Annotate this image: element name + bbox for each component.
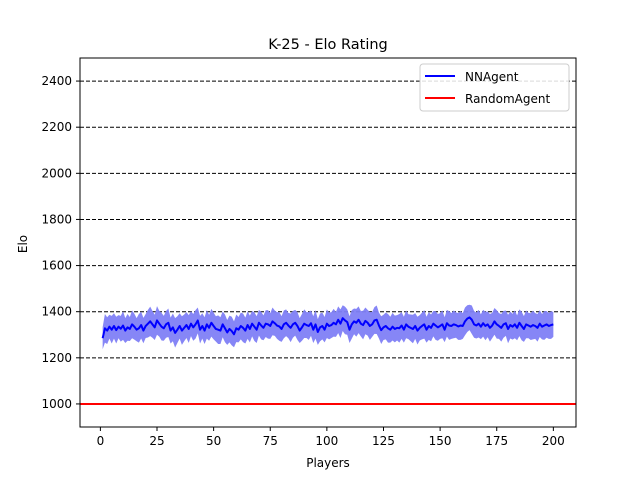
y-tick-label-1000: 1000	[41, 397, 72, 411]
x-tick-label-175: 175	[485, 434, 508, 448]
y-tick-label-2000: 2000	[41, 166, 72, 180]
y-tick-label-1800: 1800	[41, 212, 72, 226]
chart-title: K-25 - Elo Rating	[268, 37, 388, 53]
legend-label-nnagent: NNAgent	[465, 70, 519, 84]
legend: NNAgent RandomAgent	[419, 63, 570, 112]
y-tick-label-2400: 2400	[41, 74, 72, 88]
y-tick-label-2200: 2200	[41, 120, 72, 134]
plot-frame	[79, 57, 577, 428]
x-tick-label-100: 100	[315, 434, 338, 448]
nnagent-confidence-band	[102, 304, 554, 350]
y-tick-label-1200: 1200	[41, 351, 72, 365]
axis-ticks: 0 25 50 75 100 125 150 175 200 1000 1200 1400 1600 18…	[41, 74, 564, 448]
x-tick-label-0: 0	[97, 434, 105, 448]
y-tick-label-1400: 1400	[41, 305, 72, 319]
legend-label-randomagent: RandomAgent	[465, 92, 550, 106]
y-axis-title: Elo	[16, 235, 30, 253]
x-tick-label-75: 75	[263, 434, 278, 448]
x-tick-label-200: 200	[542, 434, 565, 448]
nnagent-line	[101, 316, 554, 339]
x-tick-label-25: 25	[149, 434, 164, 448]
x-tick-label-150: 150	[429, 434, 452, 448]
series-layer	[80, 304, 576, 405]
x-axis-title: Players	[306, 456, 350, 470]
x-tick-label-50: 50	[206, 434, 221, 448]
y-tick-label-1600: 1600	[41, 259, 72, 273]
x-tick-label-125: 125	[372, 434, 395, 448]
legend-box	[419, 63, 570, 112]
